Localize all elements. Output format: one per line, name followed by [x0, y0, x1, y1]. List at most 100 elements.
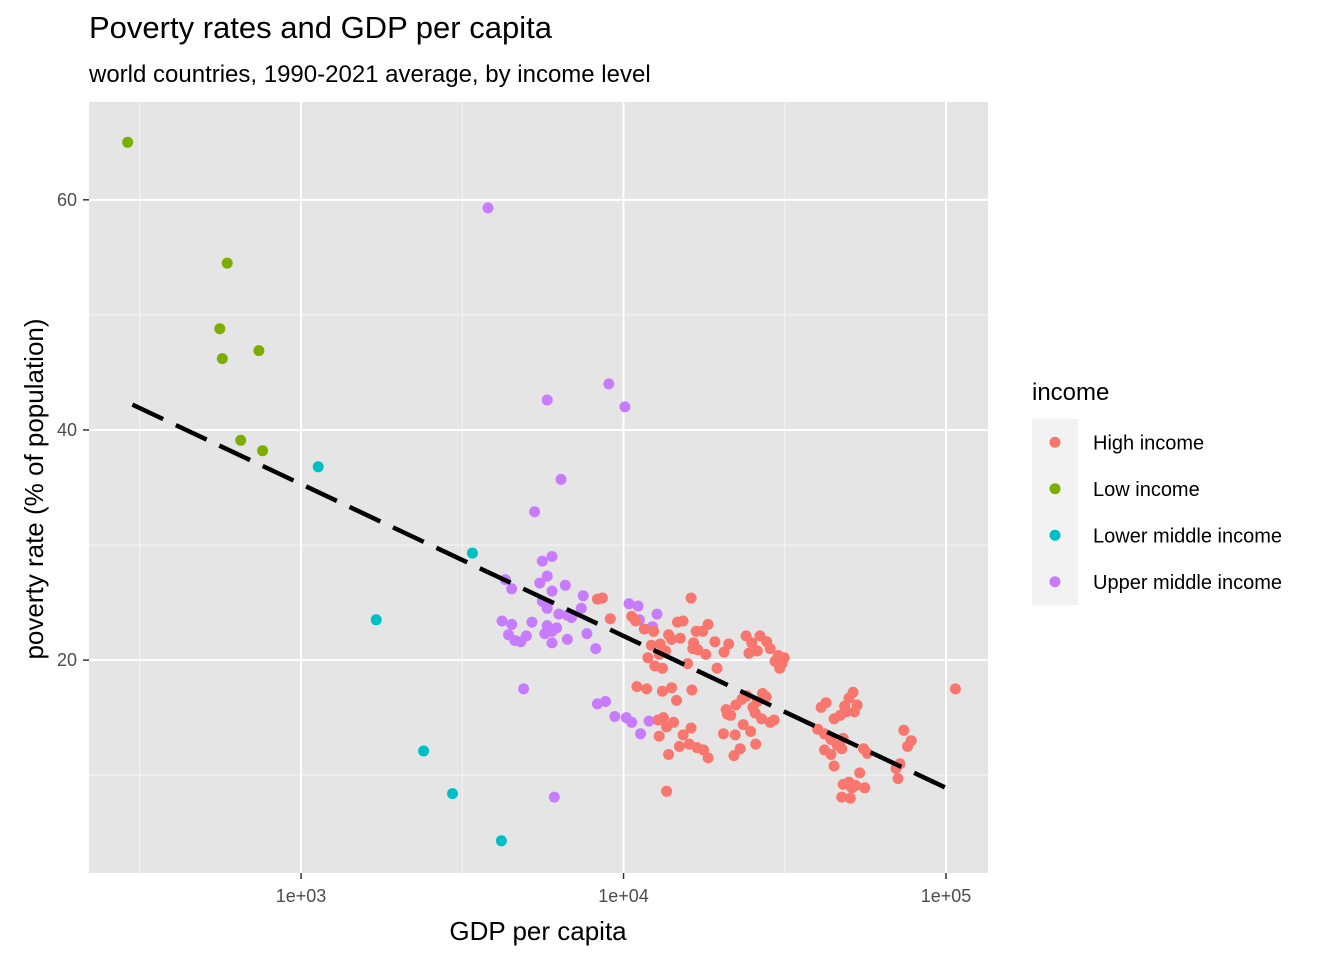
- data-point: [546, 625, 558, 637]
- data-point: [677, 615, 689, 627]
- data-point: [515, 636, 527, 648]
- data-point: [638, 623, 650, 635]
- data-point: [898, 724, 910, 736]
- data-point: [840, 706, 852, 718]
- data-point: [546, 585, 558, 597]
- data-point: [746, 637, 758, 649]
- data-point: [848, 706, 860, 718]
- data-point: [778, 652, 790, 664]
- data-point: [666, 682, 678, 694]
- data-point: [656, 685, 668, 697]
- data-point: [756, 713, 768, 725]
- data-point: [561, 633, 573, 645]
- data-point: [648, 625, 660, 637]
- data-point: [671, 694, 682, 706]
- data-point: [447, 788, 458, 800]
- data-point: [734, 743, 746, 755]
- data-point: [774, 662, 786, 674]
- data-point: [825, 749, 837, 760]
- data-point: [548, 791, 560, 803]
- data-point: [577, 590, 589, 602]
- data-point: [370, 614, 382, 626]
- data-point: [861, 747, 873, 759]
- data-point: [688, 637, 700, 649]
- data-point: [673, 740, 685, 752]
- data-point: [632, 600, 644, 612]
- data-point: [702, 618, 714, 630]
- data-point: [541, 570, 553, 582]
- data-point: [751, 645, 763, 657]
- data-point: [216, 353, 228, 365]
- data-point: [482, 202, 494, 214]
- data-point: [553, 608, 565, 620]
- y-tick-label: 20: [57, 650, 77, 670]
- data-point: [536, 555, 548, 567]
- legend-label: Low income: [1093, 479, 1200, 501]
- data-point: [677, 729, 689, 741]
- x-tick-label: 1e+03: [276, 886, 327, 906]
- trend-line: [131, 402, 947, 790]
- data-point: [546, 637, 558, 649]
- data-point: [653, 730, 665, 742]
- data-point: [768, 714, 780, 726]
- data-point: [721, 708, 733, 720]
- data-point: [905, 735, 917, 747]
- data-point: [847, 686, 859, 698]
- data-point: [506, 583, 518, 595]
- y-axis-title: poverty rate (% of population): [19, 318, 49, 659]
- legend-key: [1049, 436, 1061, 448]
- data-point: [253, 345, 265, 357]
- major-grid: [89, 102, 988, 873]
- data-point: [631, 681, 643, 693]
- data-point: [626, 716, 638, 728]
- data-point: [590, 643, 602, 655]
- data-point: [418, 745, 430, 757]
- data-point: [764, 643, 776, 655]
- data-point: [257, 445, 269, 457]
- data-point: [651, 608, 663, 620]
- data-point: [745, 726, 757, 737]
- data-point: [642, 652, 654, 664]
- data-point: [581, 628, 593, 640]
- data-point: [737, 719, 749, 731]
- data-point: [609, 711, 621, 722]
- data-point: [559, 579, 571, 591]
- legend-label: Upper middle income: [1093, 572, 1282, 594]
- data-point: [600, 696, 612, 707]
- data-point: [750, 738, 762, 750]
- data-point: [555, 473, 567, 485]
- data-point: [645, 639, 657, 651]
- data-point: [596, 592, 608, 604]
- data-point: [526, 616, 538, 628]
- data-point: [534, 577, 546, 589]
- data-point: [854, 767, 866, 779]
- data-point: [836, 743, 848, 755]
- data-point: [718, 646, 730, 658]
- data-point: [604, 613, 616, 625]
- plot-panel: [89, 102, 988, 873]
- data-point: [603, 378, 615, 390]
- data-point: [836, 791, 848, 803]
- y-tick-label: 40: [57, 420, 77, 440]
- data-point: [529, 506, 541, 518]
- data-point: [506, 618, 518, 630]
- chart-subtitle: world countries, 1990-2021 average, by i…: [88, 61, 651, 88]
- data-point: [850, 780, 862, 791]
- data-point: [717, 728, 729, 740]
- data-point: [656, 662, 668, 674]
- legend-title: income: [1032, 379, 1109, 406]
- data-point: [949, 683, 961, 695]
- data-point: [844, 792, 856, 804]
- data-point: [892, 773, 904, 785]
- data-point: [630, 615, 642, 627]
- data-point: [663, 749, 675, 760]
- data-point: [541, 602, 553, 614]
- x-tick-label: 1e+05: [921, 886, 972, 906]
- minor-grid: [89, 102, 988, 873]
- data-point: [641, 683, 653, 695]
- y-axis: 20 40 60: [57, 190, 89, 670]
- y-tick-label: 60: [57, 190, 77, 210]
- data-point: [685, 592, 697, 604]
- data-point: [666, 633, 678, 645]
